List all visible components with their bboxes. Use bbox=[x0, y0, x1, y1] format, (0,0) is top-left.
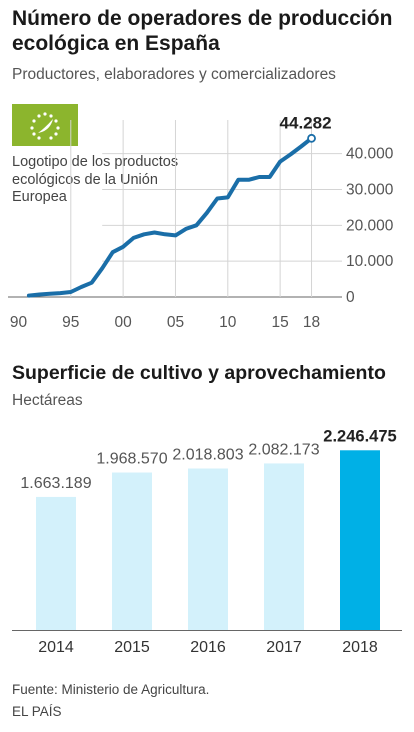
bar-category-label: 2014 bbox=[38, 639, 74, 656]
bar bbox=[112, 472, 152, 630]
y-tick-label: 30.000 bbox=[346, 182, 394, 199]
bar bbox=[188, 468, 228, 630]
eu-leaf-stars-icon bbox=[30, 112, 60, 140]
brand-name: EL PAÍS bbox=[12, 704, 62, 719]
bar-value-label: 2.082.173 bbox=[248, 441, 319, 458]
line-chart: 0 10.000 20.000 30.000 40.000 90 95 00 05 10 15 18 4… bbox=[8, 113, 394, 331]
bar-category-label: 2015 bbox=[114, 639, 150, 656]
eu-organic-logo bbox=[12, 104, 78, 146]
bar bbox=[264, 463, 304, 630]
logo-caption: Logotipo de los productos ecológicos de … bbox=[12, 154, 179, 205]
line-chart-subtitle: Productores, elaboradores y comercializa… bbox=[12, 66, 336, 83]
x-tick-label: 10 bbox=[219, 314, 237, 331]
bar bbox=[340, 450, 380, 630]
last-value-label: 44.282 bbox=[280, 113, 332, 132]
y-tick-label: 40.000 bbox=[346, 146, 394, 163]
bar-value-label: 2.246.475 bbox=[323, 427, 396, 445]
x-tick-label: 05 bbox=[167, 314, 184, 331]
y-tick-label: 20.000 bbox=[346, 217, 394, 234]
line-chart-title: Número de operadores de producción ecoló… bbox=[12, 7, 393, 55]
bar bbox=[36, 496, 76, 630]
x-tick-label: 00 bbox=[115, 314, 133, 331]
bar-category-label: 2017 bbox=[266, 639, 302, 656]
last-point-marker bbox=[307, 133, 316, 143]
y-tick-label: 0 bbox=[346, 289, 355, 306]
bar-value-label: 2.018.803 bbox=[172, 446, 243, 463]
series-line bbox=[26, 136, 314, 298]
x-tick-label: 95 bbox=[62, 314, 79, 331]
source-note: Fuente: Ministerio de Agricultura. bbox=[12, 682, 210, 697]
bar-value-label: 1.663.189 bbox=[20, 475, 91, 492]
bar-category-label: 2016 bbox=[190, 639, 226, 656]
bar-category-label: 2018 bbox=[342, 639, 378, 656]
x-tick-label: 90 bbox=[10, 314, 28, 331]
bar-value-label: 1.968.570 bbox=[96, 451, 167, 468]
bar-chart-title: Superficie de cultivo y aprovechamiento bbox=[12, 362, 386, 384]
x-tick-label: 18 bbox=[303, 314, 320, 331]
y-tick-label: 10.000 bbox=[346, 253, 394, 270]
x-tick-label: 15 bbox=[272, 314, 289, 331]
bar-chart-subtitle: Hectáreas bbox=[12, 392, 83, 409]
